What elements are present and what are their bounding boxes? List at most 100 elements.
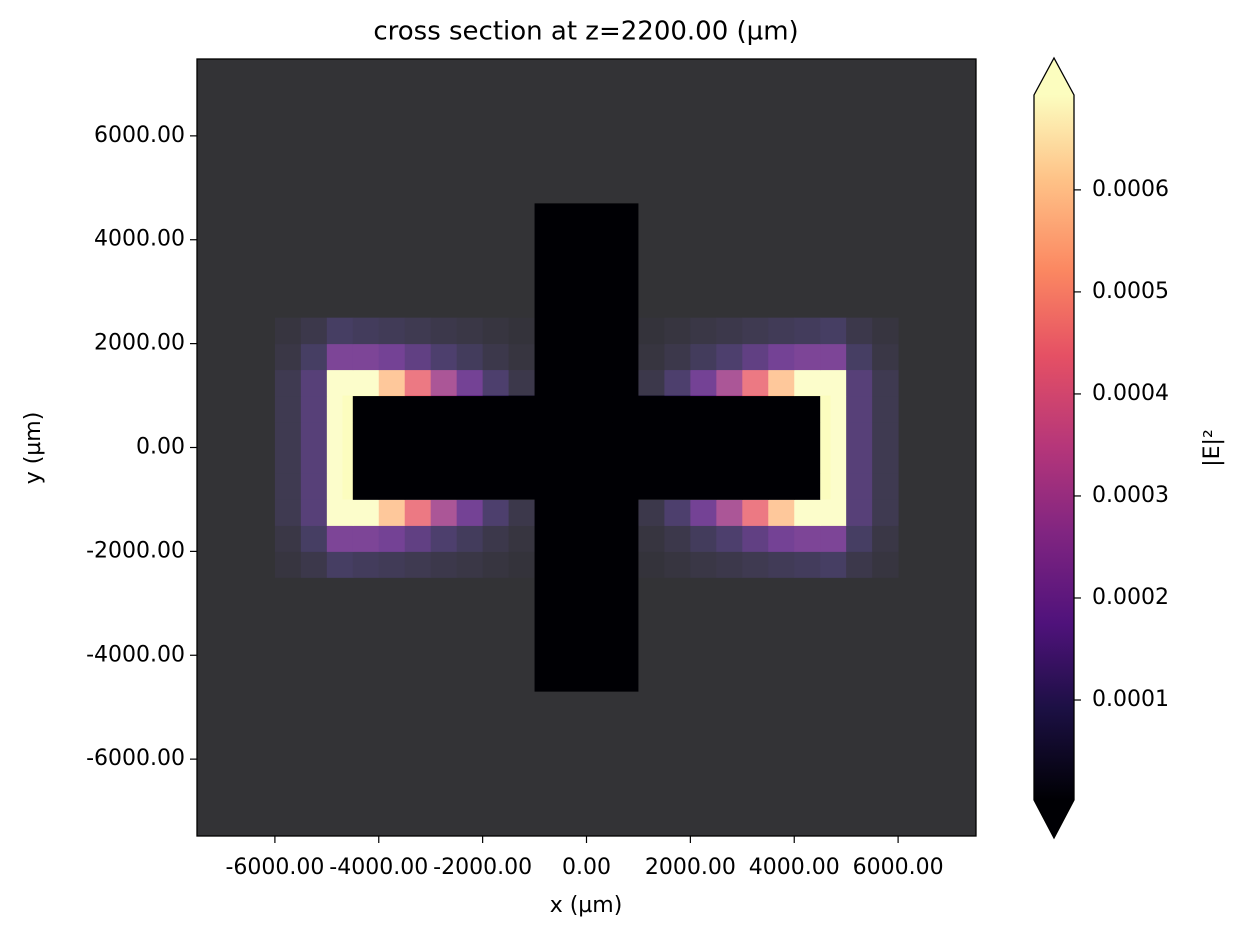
- heatmap-cell: [820, 499, 847, 526]
- heatmap-cell: [820, 421, 847, 448]
- heatmap-cell: [274, 551, 302, 578]
- heatmap-cell: [560, 499, 587, 526]
- heatmap-cell: [638, 343, 665, 371]
- heatmap-cell: [872, 343, 899, 371]
- heatmap-cell: [794, 421, 821, 448]
- heatmap-cell: [274, 369, 302, 397]
- x-axis-label: x (µm): [550, 893, 623, 918]
- heatmap-cell: [534, 473, 562, 500]
- heatmap-cell: [534, 499, 562, 526]
- heatmap-cell: [508, 525, 536, 552]
- heatmap-cell: [794, 447, 821, 474]
- heatmap-cell: [794, 395, 821, 423]
- heatmap-cell: [664, 473, 691, 500]
- heatmap-cell: [378, 499, 406, 526]
- heatmap-cell: [404, 473, 432, 500]
- heatmap-cell: [664, 551, 691, 578]
- colorbar-extend-min: [1034, 800, 1074, 838]
- heatmap-cell: [482, 369, 510, 397]
- heatmap-cell: [820, 343, 847, 371]
- heatmap-cell: [300, 551, 328, 578]
- heatmap-cell: [612, 369, 639, 397]
- heatmap-cell: [430, 551, 458, 578]
- heatmap-cell: [456, 499, 484, 526]
- heatmap-cell: [352, 369, 380, 397]
- x-tick-label: 2000.00: [645, 855, 736, 880]
- heatmap-cell: [820, 473, 847, 500]
- heatmap-cell: [430, 395, 458, 423]
- heatmap-cell: [716, 473, 743, 500]
- heatmap-cell: [638, 473, 665, 500]
- heatmap-cell: [586, 473, 613, 500]
- heatmap-cell: [612, 395, 639, 423]
- heatmap-cell: [560, 525, 587, 552]
- x-tick-label: -6000.00: [225, 855, 324, 880]
- y-tick-label: -2000.00: [86, 538, 185, 563]
- heatmap-cell: [768, 317, 795, 345]
- heatmap-cell: [794, 343, 821, 371]
- heatmap-cell: [638, 395, 665, 423]
- heatmap-cell: [664, 317, 691, 345]
- heatmap-cell: [456, 369, 484, 397]
- heatmap-cell: [716, 525, 743, 552]
- heatmap-cell: [274, 499, 302, 526]
- heatmap-cell: [300, 421, 328, 448]
- heatmap-cell: [300, 473, 328, 500]
- heatmap-cell: [534, 317, 562, 345]
- heatmap-cell: [612, 499, 639, 526]
- colorbar-tick-label: 0.0006: [1092, 177, 1169, 202]
- heatmap-cell: [326, 317, 354, 345]
- heatmap-cell: [586, 551, 613, 578]
- heatmap-cell: [482, 395, 510, 423]
- heatmap-cell: [690, 525, 717, 552]
- heatmap-cell: [690, 421, 717, 448]
- heatmap-cell: [508, 395, 536, 423]
- heatmap-cell: [846, 343, 873, 371]
- heatmap-cell: [430, 343, 458, 371]
- colorbar-tick-label: 0.0003: [1092, 483, 1169, 508]
- heatmap-cell: [404, 499, 432, 526]
- x-tick-label: 6000.00: [853, 855, 944, 880]
- heatmap-cell: [404, 421, 432, 448]
- heatmap-cell: [404, 395, 432, 423]
- heatmap-cell: [274, 473, 302, 500]
- heatmap-cell: [794, 317, 821, 345]
- heatmap-cell: [742, 369, 769, 397]
- heatmap-cell: [612, 473, 639, 500]
- heatmap-cell: [352, 395, 380, 423]
- heatmap-cell: [378, 369, 406, 397]
- heatmap-cell: [352, 447, 380, 474]
- heatmap-cell: [586, 525, 613, 552]
- heatmap-cell: [872, 499, 899, 526]
- y-tick-label: 6000.00: [94, 123, 185, 148]
- heatmap-cell: [742, 447, 769, 474]
- heatmap-cell: [794, 551, 821, 578]
- x-tick-label: 0.00: [562, 855, 611, 880]
- heatmap-cell: [872, 369, 899, 397]
- heatmap-cell: [378, 525, 406, 552]
- colorbar-tick-label: 0.0002: [1092, 585, 1169, 610]
- heatmap-cell: [794, 525, 821, 552]
- heatmap-cell: [508, 317, 536, 345]
- heatmap-cell: [508, 369, 536, 397]
- heatmap-cell: [586, 317, 613, 345]
- heatmap-cell: [560, 317, 587, 345]
- heatmap-cell: [274, 421, 302, 448]
- heatmap-cell: [872, 447, 899, 474]
- heatmap-cell: [716, 343, 743, 371]
- heatmap-cell: [534, 395, 562, 423]
- heatmap-cell: [560, 369, 587, 397]
- y-axis-label: y (µm): [21, 412, 46, 485]
- heatmap-cell: [482, 317, 510, 345]
- heatmap-cell: [404, 525, 432, 552]
- heatmap-cell: [456, 525, 484, 552]
- heatmap-cell: [586, 395, 613, 423]
- heatmap-cell: [560, 447, 587, 474]
- heatmap-cell: [820, 369, 847, 397]
- heatmap-cell: [794, 499, 821, 526]
- heatmap-cell: [326, 525, 354, 552]
- heatmap-cell: [846, 499, 873, 526]
- heatmap-cell: [378, 421, 406, 448]
- heatmap-cell: [482, 343, 510, 371]
